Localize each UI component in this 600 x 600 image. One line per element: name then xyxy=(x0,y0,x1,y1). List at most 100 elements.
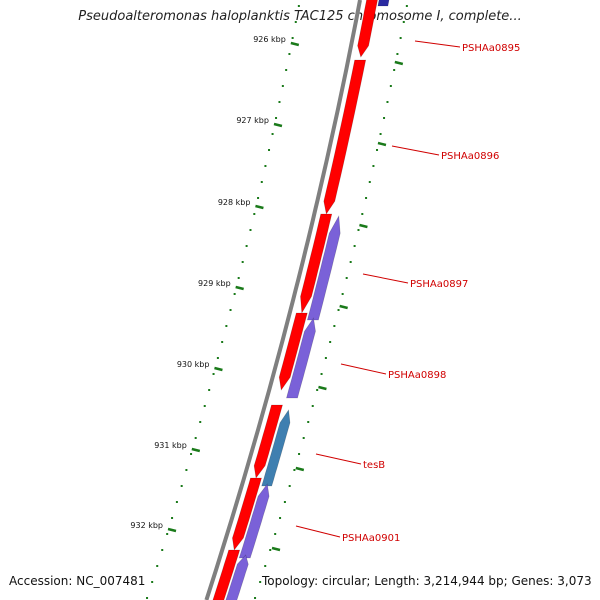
major-tick xyxy=(191,447,201,453)
gene-arrow-forward xyxy=(232,477,262,551)
minor-tick xyxy=(285,69,288,71)
minor-tick xyxy=(324,357,327,359)
minor-tick xyxy=(405,5,408,7)
minor-tick xyxy=(333,325,336,327)
gene-label[interactable]: PSHAa0898 xyxy=(388,370,446,381)
tick-label: 928 kbp xyxy=(218,198,251,207)
gene-arrow-forward xyxy=(357,0,378,58)
minor-tick xyxy=(245,245,248,247)
major-tick xyxy=(255,204,264,210)
label-leader-line xyxy=(340,363,387,375)
minor-tick xyxy=(320,373,323,375)
gene-label[interactable]: tesB xyxy=(363,460,385,471)
minor-tick xyxy=(357,229,360,231)
minor-tick xyxy=(151,581,154,583)
minor-tick xyxy=(171,517,174,519)
label-leader-line xyxy=(391,145,440,156)
gene-arrow-reverse xyxy=(377,0,390,7)
minor-tick xyxy=(275,117,278,119)
minor-tick xyxy=(199,421,202,423)
minor-tick xyxy=(293,469,296,471)
gene-labels: PSHAa0895 PSHAa0896 PSHAa0897 PSHAa0898 tesB… xyxy=(295,40,520,544)
tick-label: 932 kbp xyxy=(130,521,163,530)
major-tick xyxy=(271,546,281,552)
minor-tick xyxy=(208,389,211,391)
minor-tick xyxy=(229,309,232,311)
minor-tick xyxy=(271,133,274,135)
major-tick xyxy=(167,527,177,533)
label-leader-line xyxy=(315,453,362,465)
minor-tick xyxy=(349,261,352,263)
minor-tick xyxy=(402,21,405,23)
major-tick xyxy=(318,385,327,391)
minor-tick xyxy=(341,293,344,295)
minor-tick xyxy=(194,437,197,439)
major-tick xyxy=(290,41,300,47)
gene-arrow-reverse xyxy=(225,554,249,600)
minor-tick xyxy=(345,277,348,279)
minor-tick xyxy=(274,533,277,535)
minor-tick xyxy=(225,325,228,327)
minor-tick xyxy=(259,581,262,583)
minor-tick xyxy=(288,53,291,55)
minor-tick xyxy=(288,485,291,487)
gene-arrow-forward xyxy=(212,549,241,600)
map-title: Pseudoalteromonas haloplanktis TAC125 ch… xyxy=(78,9,522,24)
gene-arrow-forward xyxy=(300,213,333,314)
minor-tick xyxy=(399,37,402,39)
gene-label[interactable]: PSHAa0896 xyxy=(441,151,499,162)
minor-tick xyxy=(212,373,215,375)
backbone-line xyxy=(204,0,362,600)
gene-label[interactable]: PSHAa0897 xyxy=(410,279,468,290)
minor-tick xyxy=(281,85,284,87)
minor-tick xyxy=(233,293,236,295)
major-tick xyxy=(295,466,305,472)
minor-tick xyxy=(257,197,260,199)
minor-tick xyxy=(264,165,267,167)
tick-label: 927 kbp xyxy=(236,116,269,125)
minor-tick xyxy=(372,165,375,167)
minor-tick xyxy=(264,565,267,567)
gene-label[interactable]: PSHAa0895 xyxy=(462,43,520,54)
minor-tick xyxy=(361,213,364,215)
gene-label[interactable]: PSHAa0901 xyxy=(342,533,400,544)
tick-label: 930 kbp xyxy=(177,360,210,369)
gene-arrow-forward xyxy=(278,312,308,391)
minor-tick xyxy=(297,5,300,7)
major-tick xyxy=(377,141,387,147)
tick-label: 931 kbp xyxy=(154,441,187,450)
minor-tick xyxy=(283,501,286,503)
minor-tick xyxy=(161,549,164,551)
scale-ticks: 926 kbp 927 kbp 928 kbp 929 kbp 930 kbp 931 k… xyxy=(130,5,408,599)
minor-tick xyxy=(353,245,356,247)
major-tick xyxy=(273,122,283,128)
minor-tick xyxy=(279,517,282,519)
minor-tick xyxy=(337,309,340,311)
minor-tick xyxy=(376,149,379,151)
minor-tick xyxy=(311,405,314,407)
minor-tick xyxy=(249,229,252,231)
minor-tick xyxy=(396,53,399,55)
tick-label: 929 kbp xyxy=(198,279,231,288)
minor-tick xyxy=(379,133,382,135)
minor-tick xyxy=(393,69,396,71)
minor-tick xyxy=(203,405,206,407)
minor-tick xyxy=(278,101,281,103)
accession-text: Accession: NC_007481 xyxy=(9,574,146,588)
label-leader-line xyxy=(414,40,461,48)
topology-text: Topology: circular; Length: 3,214,944 bp… xyxy=(262,574,592,588)
minor-tick xyxy=(185,469,188,471)
gene-features xyxy=(212,0,390,600)
gene-arrow-reverse xyxy=(286,317,316,399)
minor-tick xyxy=(298,453,301,455)
minor-tick xyxy=(389,85,392,87)
minor-tick xyxy=(156,565,159,567)
major-tick xyxy=(359,223,368,229)
minor-tick xyxy=(175,501,178,503)
gene-arrow-forward xyxy=(253,404,283,479)
minor-tick xyxy=(316,389,319,391)
minor-tick xyxy=(253,213,256,215)
minor-tick xyxy=(383,117,386,119)
minor-tick xyxy=(260,181,263,183)
major-tick xyxy=(394,60,404,66)
